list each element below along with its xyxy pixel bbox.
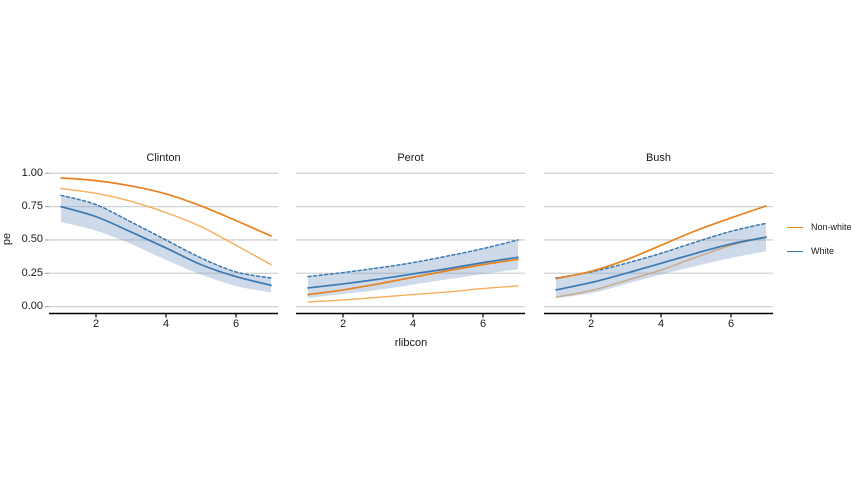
legend-item-non-white: Non-white xyxy=(787,215,852,239)
bush-white-estimate-line xyxy=(555,236,767,291)
bush-x-tick-label-4: 4 xyxy=(657,318,665,330)
clinton-white-upper-dashed-line xyxy=(60,194,272,279)
y-tick-label-0.00: 0.00 xyxy=(21,300,43,313)
perot-x-tick-label-2: 2 xyxy=(339,318,347,330)
y-tick-label-0.25: 0.25 xyxy=(21,266,43,279)
bush-nonwhite-dark-line xyxy=(555,205,767,280)
legend-label: Non-white xyxy=(811,222,852,232)
perot-white-ci-ribbon xyxy=(308,239,518,298)
facet-title-clinton: Clinton xyxy=(146,152,181,164)
bush-x-tick-label-2: 2 xyxy=(587,318,595,330)
facet-title-bush: Bush xyxy=(645,152,672,164)
legend-key-line-white xyxy=(787,250,803,252)
legend-item-white: White xyxy=(787,239,852,263)
perot-x-tick-label-6: 6 xyxy=(479,318,487,330)
y-tick-label-1.00: 1.00 xyxy=(21,166,43,179)
perot-nonwhite-light-line xyxy=(307,285,519,303)
legend-key-line-non-white xyxy=(787,226,803,228)
legend-label: White xyxy=(811,246,835,256)
clinton-nonwhite-dark-line xyxy=(60,177,272,237)
perot-white-upper-dashed-line xyxy=(307,239,519,278)
clinton-nonwhite-light-line xyxy=(60,187,272,266)
clinton-x-tick-label-4: 4 xyxy=(162,318,170,330)
perot-x-tick-label-4: 4 xyxy=(409,318,417,330)
y-tick-label-0.75: 0.75 xyxy=(21,200,43,213)
clinton-x-tick-label-2: 2 xyxy=(92,318,100,330)
perot-white-estimate-line xyxy=(307,256,519,289)
bush-nonwhite-light-line xyxy=(555,235,767,298)
clinton-white-estimate-line xyxy=(60,205,272,287)
bush-white-ci-ribbon xyxy=(556,223,766,298)
clinton-white-ci-ribbon xyxy=(61,195,271,293)
y-tick-label-0.50: 0.50 xyxy=(21,233,43,246)
perot-nonwhite-dark-line xyxy=(307,258,519,296)
x-axis-title: rlibcon xyxy=(394,337,428,349)
clinton-x-tick-label-6: 6 xyxy=(232,318,240,330)
facet-title-perot: Perot xyxy=(397,152,424,164)
legend: Non-white White xyxy=(787,215,852,263)
bush-x-tick-label-6: 6 xyxy=(727,318,735,330)
